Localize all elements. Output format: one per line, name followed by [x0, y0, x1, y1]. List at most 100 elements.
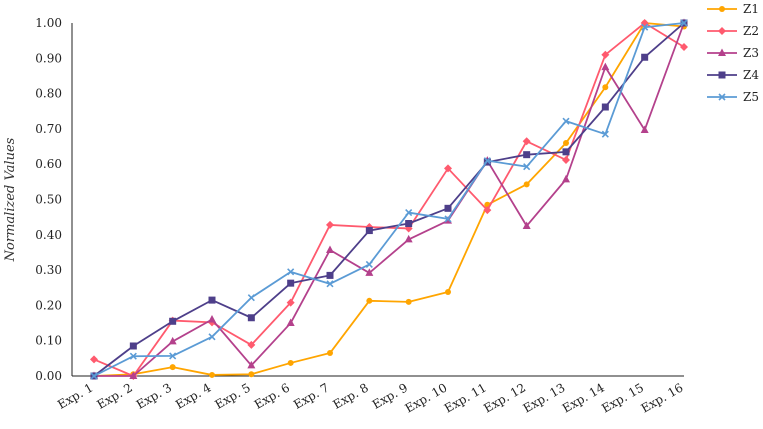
- data-point: [563, 140, 569, 147]
- data-point: [601, 50, 610, 59]
- legend-label: Z1: [743, 2, 759, 16]
- legend-marker: [718, 93, 726, 101]
- y-tick-label: 0.40: [35, 228, 62, 242]
- data-point: [405, 298, 412, 305]
- legend-marker: [718, 27, 726, 35]
- data-point: [90, 372, 98, 380]
- x-tick-label: Exp. 11: [442, 380, 489, 415]
- data-point: [247, 340, 256, 349]
- series-z5: [90, 19, 688, 380]
- legend-marker: [718, 71, 726, 79]
- legend-item: Z4: [707, 68, 759, 82]
- data-point: [287, 268, 295, 276]
- data-point: [601, 103, 609, 111]
- data-point: [208, 333, 216, 341]
- data-point: [444, 215, 452, 223]
- y-tick-label: 1.00: [35, 16, 62, 30]
- data-point: [326, 271, 334, 279]
- data-point: [562, 174, 570, 183]
- data-point: [444, 164, 452, 173]
- x-tick-labels: Exp. 1 Exp. 2 Exp. 3 Exp. 4 Exp. 5 Exp. 6 Exp.…: [55, 380, 685, 415]
- legend-marker: [718, 48, 726, 56]
- legend-item: Z3: [707, 46, 759, 60]
- data-point: [169, 352, 177, 360]
- data-point: [286, 318, 295, 327]
- x-tick-label: Exp. 15: [599, 380, 646, 415]
- legend-label: Z4: [743, 68, 759, 82]
- data-point: [445, 288, 451, 295]
- x-tick-label: Exp. 4: [173, 380, 214, 412]
- legend-marker: [719, 6, 725, 12]
- series-line: [93, 22, 685, 377]
- data-point: [247, 294, 255, 302]
- data-point: [365, 260, 373, 269]
- data-point: [444, 204, 452, 212]
- y-tick-label: 0.80: [35, 87, 62, 101]
- data-point: [326, 280, 334, 288]
- data-point: [562, 148, 570, 156]
- y-tick-label: 0.30: [35, 263, 62, 277]
- data-point: [129, 352, 137, 360]
- data-point: [365, 227, 373, 235]
- data-point: [247, 360, 256, 369]
- data-point: [562, 117, 570, 125]
- data-point: [287, 359, 294, 366]
- y-tick-label: 0.20: [35, 298, 62, 312]
- data-point: [562, 155, 570, 164]
- y-tick-label: 0.10: [35, 334, 62, 348]
- data-point: [483, 206, 492, 215]
- series-z1: [91, 20, 687, 379]
- x-tick-label: Exp. 7: [291, 380, 331, 411]
- legend-item: Z2: [707, 24, 759, 38]
- data-point: [602, 84, 609, 91]
- x-tick-label: Exp. 14: [560, 380, 607, 415]
- legend-label: Z2: [743, 24, 759, 38]
- legend-item: Z1: [707, 2, 759, 16]
- data-point: [365, 268, 374, 276]
- legend-item: Z5: [707, 90, 759, 104]
- axes: [71, 23, 684, 377]
- y-axis-title: Normalized Values: [3, 137, 18, 262]
- data-point: [208, 315, 216, 323]
- series-line: [93, 22, 685, 377]
- data-point: [523, 181, 530, 188]
- data-point: [366, 297, 373, 304]
- x-tick-label: Exp. 2: [95, 380, 135, 411]
- y-tick-label: 0.60: [35, 157, 62, 171]
- data-point: [601, 62, 610, 71]
- data-point: [129, 371, 138, 379]
- data-point: [522, 137, 531, 146]
- data-point: [601, 130, 609, 138]
- data-point: [247, 314, 255, 322]
- data-point: [405, 220, 413, 228]
- data-point: [680, 19, 688, 27]
- legend-label: Z5: [743, 90, 759, 104]
- series-layer: [90, 18, 688, 380]
- x-tick-label: Exp. 1: [55, 380, 95, 411]
- data-point: [209, 371, 215, 378]
- x-tick-label: Exp. 8: [331, 380, 371, 411]
- x-tick-label: Exp. 6: [252, 380, 292, 411]
- data-point: [287, 279, 295, 287]
- legend-label: Z3: [743, 46, 759, 60]
- data-point: [404, 234, 413, 243]
- data-point: [405, 208, 413, 217]
- x-tick-label: Exp. 3: [134, 380, 174, 411]
- y-tick-labels: 0.00 0.10 0.20 0.30 0.40 0.50 0.60 0.70 0.80 0.90…: [35, 16, 62, 383]
- data-point: [326, 245, 334, 253]
- series-line: [93, 22, 685, 377]
- data-point: [169, 317, 177, 325]
- data-point: [248, 371, 255, 378]
- data-point: [169, 364, 176, 371]
- series-line: [93, 22, 685, 377]
- data-point: [522, 221, 531, 229]
- y-tick-label: 0.90: [35, 51, 62, 65]
- data-point: [129, 342, 137, 350]
- data-point: [523, 163, 531, 171]
- x-tick-label: Exp. 16: [639, 380, 686, 415]
- x-tick-label: Exp. 5: [213, 380, 253, 411]
- x-tick-label: Exp. 12: [481, 380, 528, 415]
- data-point: [90, 355, 98, 364]
- series-z2: [90, 19, 688, 380]
